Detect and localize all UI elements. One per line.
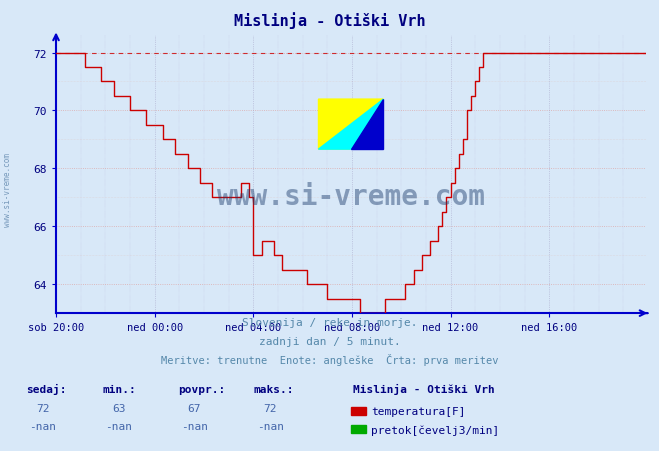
Text: maks.:: maks.:	[254, 384, 294, 394]
Text: -nan: -nan	[181, 421, 208, 431]
Text: sedaj:: sedaj:	[26, 383, 67, 394]
Text: Mislinja - Otiški Vrh: Mislinja - Otiški Vrh	[234, 12, 425, 29]
Text: min.:: min.:	[102, 384, 136, 394]
Text: www.si-vreme.com: www.si-vreme.com	[217, 183, 485, 211]
Text: temperatura[F]: temperatura[F]	[371, 406, 465, 416]
Text: www.si-vreme.com: www.si-vreme.com	[3, 152, 13, 226]
Text: 72: 72	[264, 403, 277, 413]
Polygon shape	[351, 100, 384, 150]
Text: Slovenija / reke in morje.: Slovenija / reke in morje.	[242, 318, 417, 327]
Text: -nan: -nan	[257, 421, 283, 431]
Text: -nan: -nan	[105, 421, 132, 431]
Text: pretok[čevelj3/min]: pretok[čevelj3/min]	[371, 424, 500, 435]
Text: -nan: -nan	[30, 421, 56, 431]
Text: Meritve: trenutne  Enote: angleške  Črta: prva meritev: Meritve: trenutne Enote: angleške Črta: …	[161, 354, 498, 365]
Text: zadnji dan / 5 minut.: zadnji dan / 5 minut.	[258, 336, 401, 346]
Polygon shape	[318, 100, 384, 150]
Polygon shape	[318, 100, 384, 150]
Text: Mislinja - Otiški Vrh: Mislinja - Otiški Vrh	[353, 383, 494, 394]
Text: 72: 72	[36, 403, 49, 413]
Text: 67: 67	[188, 403, 201, 413]
Text: povpr.:: povpr.:	[178, 384, 225, 394]
Text: 63: 63	[112, 403, 125, 413]
